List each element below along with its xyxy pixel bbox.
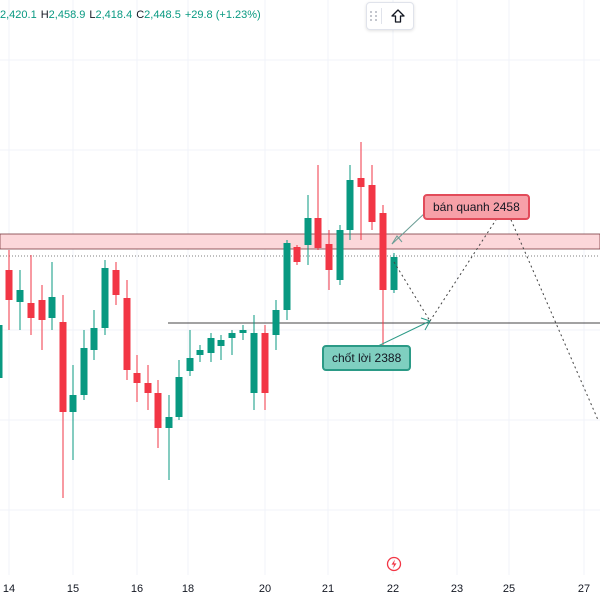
candle-bearish (261, 325, 269, 410)
candle-bearish (325, 230, 333, 290)
candle-bearish (314, 165, 322, 250)
candle-bearish (379, 205, 387, 355)
candlestick-series (0, 142, 398, 498)
candle-bullish (283, 240, 291, 320)
candle-bullish (346, 165, 354, 240)
candle-bearish (293, 245, 301, 265)
candle-bullish (48, 262, 56, 330)
open-value: 2,420.1 (0, 9, 37, 21)
time-axis-label: 27 (577, 583, 591, 595)
arrow-up-button[interactable] (382, 3, 413, 29)
candle-bullish (217, 335, 225, 360)
floating-toolbar[interactable] (366, 2, 414, 30)
time-axis-label: 18 (181, 583, 195, 595)
replay-lightning-icon[interactable] (386, 556, 402, 572)
candle-bearish (357, 142, 365, 240)
sell-annotation[interactable]: bán quanh 2458 (423, 194, 530, 220)
arrow-up-icon (390, 9, 405, 23)
projection-path (375, 205, 599, 421)
change-value: +29.8 (+1.23%) (184, 9, 261, 21)
candle-bearish (27, 255, 35, 335)
time-axis-label: 14 (2, 583, 16, 595)
candle-bullish (272, 300, 280, 350)
time-axis-label: 21 (321, 583, 335, 595)
resistance-zone[interactable] (0, 233, 600, 250)
candle-bearish (144, 365, 152, 410)
candle-bullish (90, 310, 98, 360)
candle-bullish (207, 333, 215, 362)
close-label: C (136, 9, 145, 21)
candle-bearish (133, 355, 141, 402)
take-profit-annotation[interactable]: chốt lời 2388 (322, 345, 412, 371)
candle-bearish (38, 285, 46, 350)
time-axis-label: 25 (502, 583, 516, 595)
candle-bearish (59, 295, 67, 498)
time-axis-label: 22 (386, 583, 400, 595)
drag-handle-icon[interactable] (367, 3, 381, 29)
candle-bullish (196, 345, 204, 362)
time-axis-label: 16 (130, 583, 144, 595)
candle-bearish (112, 262, 120, 305)
candle-bullish (228, 330, 236, 355)
low-label: L (89, 9, 96, 21)
candle-bullish (186, 330, 194, 376)
candle-bullish (390, 253, 398, 293)
time-axis-label: 15 (66, 583, 80, 595)
toolbar-divider (381, 8, 382, 24)
candle-bullish (250, 315, 258, 410)
candle-bullish (336, 225, 344, 285)
chart-grid (0, 0, 600, 575)
candle-bullish (175, 360, 183, 420)
low-value: 2,418.4 (95, 9, 133, 21)
candle-bullish (101, 260, 109, 335)
candle-bearish (154, 380, 162, 448)
time-axis-label: 23 (450, 583, 464, 595)
high-label: H (40, 9, 49, 21)
candle-bearish (368, 165, 376, 230)
candle-bullish (69, 365, 77, 460)
high-value: 2,458.9 (48, 9, 86, 21)
candle-bullish (304, 195, 312, 265)
candle-bullish (80, 330, 88, 400)
candle-bearish (5, 250, 13, 330)
time-axis-label: 20 (258, 583, 272, 595)
candle-bullish (0, 325, 3, 378)
candle-bullish (239, 325, 247, 340)
close-value: 2,448.5 (144, 9, 181, 21)
candle-bearish (123, 280, 131, 380)
ohlc-legend: 2,420.1 H2,458.9 L2,418.4 C2,448.5 +29.8… (0, 4, 261, 26)
candle-bullish (165, 395, 173, 480)
candle-bullish (16, 270, 24, 330)
